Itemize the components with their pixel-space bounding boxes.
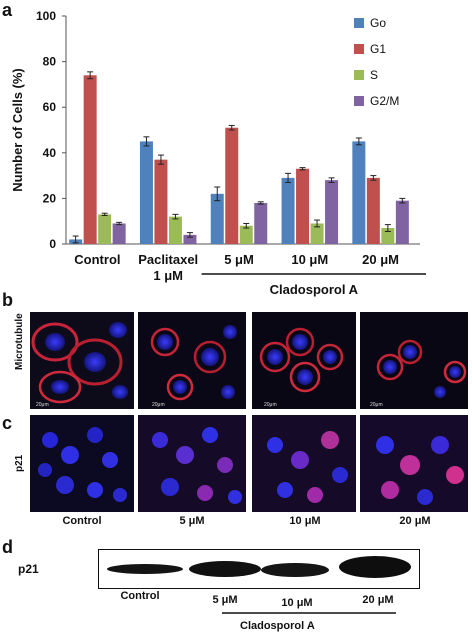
blot-lane-label: 5 μM xyxy=(212,594,238,606)
p21-image-5um xyxy=(138,415,246,512)
x-tick-label: 10 μM xyxy=(291,252,328,267)
legend-swatch xyxy=(354,96,364,106)
legend-swatch xyxy=(354,70,364,80)
blot-group-label: Cladosporol A xyxy=(240,620,315,632)
x-tick-label: 20 μM xyxy=(362,252,399,267)
bar-g1 xyxy=(225,127,239,244)
bar-g2m xyxy=(325,180,339,244)
bar-g2m xyxy=(112,223,126,244)
x-tick-label: Control xyxy=(74,252,120,267)
bar-s xyxy=(310,223,324,244)
microtubule-image-20um xyxy=(360,312,468,409)
y-tick-label: 20 xyxy=(43,191,57,205)
p21-images xyxy=(30,415,468,512)
blot-lane-label: 20 μM xyxy=(362,594,394,606)
p21-column-label: Control xyxy=(62,515,102,527)
western-blot-frame xyxy=(98,549,420,589)
blot-lane-label: Control xyxy=(120,590,160,602)
p21-column-label: 10 μM xyxy=(289,515,321,527)
cell-cycle-bar-chart: 0 20 40 60 80 100 Number of Cells (%) Control Pa… xyxy=(10,9,426,297)
group-label: Cladosporol A xyxy=(270,282,359,297)
bar-go xyxy=(210,193,224,244)
blot-lane-label: 10 μM xyxy=(281,597,313,609)
bar-g1 xyxy=(366,177,380,244)
bar-go xyxy=(139,141,153,244)
bar-g1 xyxy=(83,75,97,244)
legend-label: S xyxy=(370,68,378,82)
panel-letter-d: d xyxy=(2,537,13,557)
scalebar-label: 20μm xyxy=(152,402,165,408)
bar-s xyxy=(381,228,395,244)
p21-image-20um xyxy=(360,415,468,512)
microtubule-image-5um xyxy=(138,312,246,409)
panel-letter-a: a xyxy=(2,0,13,20)
microtubule-image-10um xyxy=(252,312,356,409)
bar-s xyxy=(168,216,182,244)
scalebar-label: 20μm xyxy=(264,402,277,408)
panel-letter-c: c xyxy=(2,413,13,433)
p21-image-10um xyxy=(252,415,356,512)
legend-label: G2/M xyxy=(370,94,399,108)
y-tick-label: 60 xyxy=(43,100,57,114)
bar-g2m xyxy=(254,202,268,244)
scalebar-label: 20μm xyxy=(36,402,49,408)
bar-g2m xyxy=(183,234,197,244)
p21-image-control xyxy=(30,415,134,512)
microtubule-images xyxy=(30,312,468,409)
y-axis-label: Number of Cells (%) xyxy=(10,68,25,192)
y-tick-label: 0 xyxy=(49,237,56,251)
legend-swatch xyxy=(354,18,364,28)
x-tick-label: 5 μM xyxy=(224,252,254,267)
bar-g1 xyxy=(296,168,310,244)
blot-group-bracket xyxy=(222,612,396,614)
y-tick-label: 40 xyxy=(43,146,57,160)
y-tick-label: 100 xyxy=(36,9,56,23)
blot-row-label: p21 xyxy=(18,562,39,576)
western-blot-bands xyxy=(107,556,411,578)
bar-s xyxy=(98,214,112,244)
panel-letter-b: b xyxy=(2,290,13,310)
bar-go xyxy=(352,141,366,244)
y-tick-label: 80 xyxy=(43,55,57,69)
p21-column-label: 5 μM xyxy=(179,515,205,527)
legend-label: Go xyxy=(370,16,386,30)
bar-g2m xyxy=(395,200,409,244)
x-tick-label: 1 μM xyxy=(153,268,183,283)
bar-g1 xyxy=(154,159,168,244)
bar-go xyxy=(281,177,295,244)
scalebar-label: 20μm xyxy=(370,402,383,408)
legend-swatch xyxy=(354,44,364,54)
bar-s xyxy=(239,225,253,244)
p21-column-label: 20 μM xyxy=(399,515,431,527)
x-tick-label: Paclitaxel xyxy=(138,252,198,267)
legend-label: G1 xyxy=(370,42,386,56)
microtubule-image-control xyxy=(30,312,134,409)
